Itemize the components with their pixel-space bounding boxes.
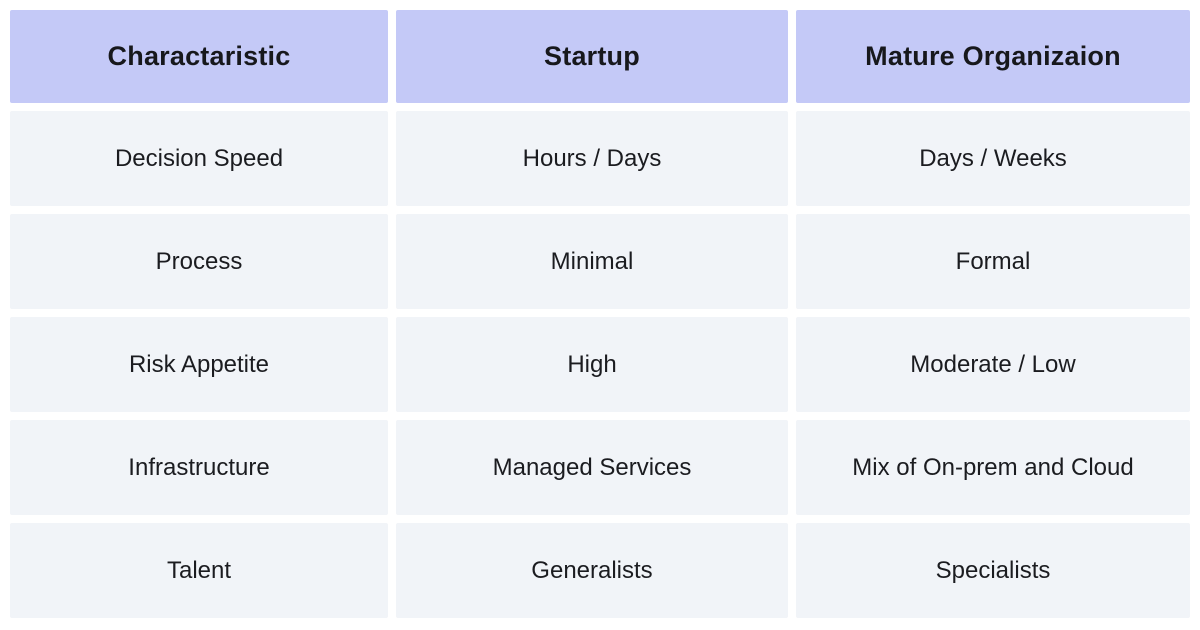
table-cell: Risk Appetite [10,317,388,412]
table-cell: Minimal [396,214,788,309]
table-cell: Specialists [796,523,1190,618]
table-cell: Days / Weeks [796,111,1190,206]
table-cell: Mix of On-prem and Cloud [796,420,1190,515]
table-cell: Moderate / Low [796,317,1190,412]
table-cell: Infrastructure [10,420,388,515]
table-cell: Generalists [396,523,788,618]
table-cell: Talent [10,523,388,618]
table-cell: Decision Speed [10,111,388,206]
table-grid: Charactaristic Startup Mature Organizaio… [10,10,1190,618]
header-cell-startup: Startup [396,10,788,103]
header-cell-mature-organizaion: Mature Organizaion [796,10,1190,103]
header-cell-charactaristic: Charactaristic [10,10,388,103]
table-cell: Formal [796,214,1190,309]
table-cell: Process [10,214,388,309]
table-cell: Managed Services [396,420,788,515]
table-cell: High [396,317,788,412]
table-cell: Hours / Days [396,111,788,206]
